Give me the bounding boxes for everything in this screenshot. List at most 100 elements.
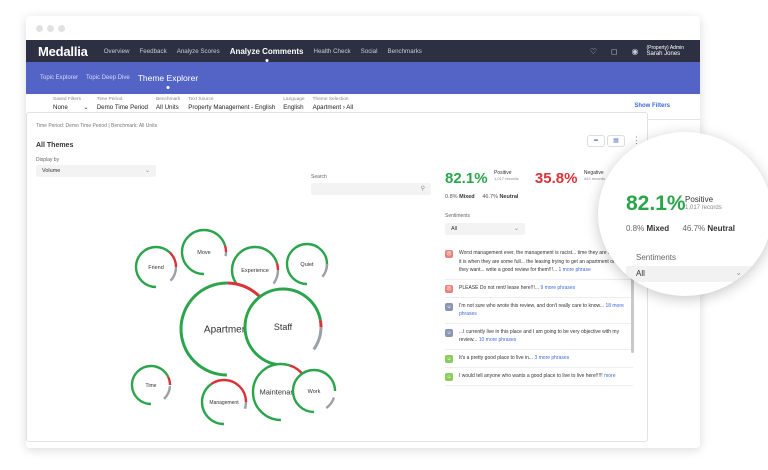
bubble-management[interactable]: Management [200,378,248,426]
bubble-ring-segment [243,287,323,367]
chevron-down-icon: ⌄ [513,226,519,232]
search-input[interactable]: ⚲ [311,183,431,195]
positive-face-icon: ☺ [445,354,453,363]
bubble-fill [182,230,226,274]
more-phrases-link[interactable]: 1 more phrase [558,267,591,273]
nav-social[interactable]: Social [360,47,378,55]
bubble-ring-segment [291,368,337,414]
bubble-ring-segment [134,245,178,289]
bubble-label: Maintenance [260,388,303,397]
theme-bubble-chart: Friend Move Experience Quiet Apartment Staff T… [130,228,337,426]
zoom-positive-records: 1,017 records [685,205,722,211]
display-by-value: Volume [42,168,61,174]
filter-value: Property Management - English [188,104,276,111]
user-info[interactable]: (Property) Admin Sarah Jones [646,45,684,58]
comment-text: ...I currently live in this place and I … [459,328,620,344]
mixed-label: Mixed [459,194,475,200]
bubble-ring-segment [200,378,248,426]
list-item[interactable]: ☺ I'm not sure who wrote this review, an… [445,302,633,324]
bubble-ring-segment [230,245,280,295]
nav-analyze-scores[interactable]: Analyze Scores [176,47,220,55]
filter-time-period[interactable]: Time Period Demo Time Period [97,97,148,111]
subnav-topic-deep-dive[interactable]: Topic Deep Dive [86,75,130,81]
bubble-label: Work [308,389,321,395]
zoom-magnifier-callout: 82.1% Positive 1,017 records 0.8% Mixed … [598,132,768,296]
filter-saved-filters[interactable]: Saved Filters None ⌄ [53,97,89,111]
user-icon[interactable]: ◉ [631,46,639,56]
show-filters-link[interactable]: Show Filters [634,103,670,109]
bubble-time[interactable]: Time [130,364,172,406]
more-phrases-link[interactable]: 3 more phrases [534,354,570,361]
filter-text-source[interactable]: Text Source Property Management - Englis… [188,97,275,111]
positive-face-icon: ☺ [445,372,453,381]
neutral-face-icon: ☺ [445,302,453,311]
sentiment-summary: 82.1% Positive 1,017 records 35.8% Negat… [445,170,605,188]
window-close-dot[interactable] [36,25,43,32]
subnav-theme-explorer[interactable]: Theme Explorer [137,73,199,83]
bubble-ring-segment [130,364,172,406]
sentiments-label: Sentiments [445,213,471,219]
list-item[interactable]: ☹ PLEASE Do not rent/ lease here!!!... 9… [445,284,633,298]
bubble-staff[interactable]: Staff [243,287,323,367]
bubble-friend[interactable]: Friend [134,245,178,289]
bubble-fill [132,366,170,404]
search-icon: ⚲ [420,186,425,192]
negative-face-icon: ☹ [445,284,453,293]
bubble-label: Management [209,400,239,406]
bubble-fill [136,247,176,287]
subnav-topic-explorer[interactable]: Topic Explorer [40,75,79,81]
list-item[interactable]: ☺ It's a pretty good place to live in...… [445,354,633,368]
list-item[interactable]: ☺ ...I currently live in this place and … [445,328,633,350]
bubble-label: Time [146,383,157,389]
bubble-experience[interactable]: Experience [230,245,280,295]
nav-benchmarks[interactable]: Benchmarks [387,47,422,55]
list-item[interactable]: ☺ I would tell anyone who wants a good p… [445,372,633,386]
zoom-neutral-label: Neutral [707,224,735,233]
bookmark-icon[interactable]: ◻ [610,46,618,56]
browser-chrome [26,16,700,40]
more-phrases-link[interactable]: more [604,372,616,379]
nav-overview[interactable]: Overview [103,47,130,55]
zoom-sentiments-dropdown[interactable]: All ⌄ [626,266,756,282]
filter-benchmark[interactable]: Benchmark All Units [156,97,180,111]
positive-label: Positive [494,170,512,176]
bubble-fill [232,247,278,293]
chevron-down-icon: ⌄ [144,168,150,174]
bubble-quiet[interactable]: Quiet [285,242,329,286]
nav-health-check[interactable]: Health Check [313,47,351,55]
display-by-dropdown[interactable]: Volume ⌄ [36,165,156,177]
more-phrases-link[interactable]: 9 more phrases [540,284,576,291]
top-navigation: Medallia Overview Feedback Analyze Score… [26,40,700,62]
bubble-work[interactable]: Work [291,368,337,414]
comments-scrollbar[interactable] [631,251,634,353]
bubble-ring-segment [285,242,329,286]
breadcrumb: Time Period: Demo Time Period | Benchmar… [36,123,158,129]
list-item[interactable]: ☹ Worst management ever, the management … [445,249,633,280]
bubble-label: Apartment [204,325,250,336]
bubble-ring-segment [179,281,275,377]
panel-title: All Themes [36,142,74,149]
positive-percentage: 82.1% [445,170,488,187]
bubble-label: Staff [274,322,293,332]
grid-view-icon[interactable]: ▦ [607,135,625,147]
search-label: Search [311,174,327,180]
more-phrases-link[interactable]: 10 more phrases [478,337,517,343]
zoom-sentiments-label: Sentiments [636,253,677,262]
nav-analyze-comments[interactable]: Analyze Comments [229,46,304,56]
bubble-ring-segment [251,362,311,422]
bubble-fill [253,364,309,420]
window-minimize-dot[interactable] [47,25,54,32]
filter-language[interactable]: Language English [283,97,304,111]
sentiments-dropdown[interactable]: All ⌄ [445,223,525,235]
more-phrases-link[interactable]: 18 more phrases [459,302,624,318]
bubble-move[interactable]: Move [180,228,228,276]
share-icon[interactable]: ➦ [587,135,605,147]
neutral-percentage: 46.7% [482,194,498,200]
nav-feedback[interactable]: Feedback [139,47,167,55]
bubble-fill [245,289,321,365]
negative-percentage: 35.8% [534,170,578,187]
bell-icon[interactable]: ♡ [589,46,597,56]
filter-theme-selection[interactable]: Theme Selection Apartment › All [313,97,354,111]
window-zoom-dot[interactable] [58,25,65,32]
more-options-icon[interactable]: ⋮ [632,135,641,145]
